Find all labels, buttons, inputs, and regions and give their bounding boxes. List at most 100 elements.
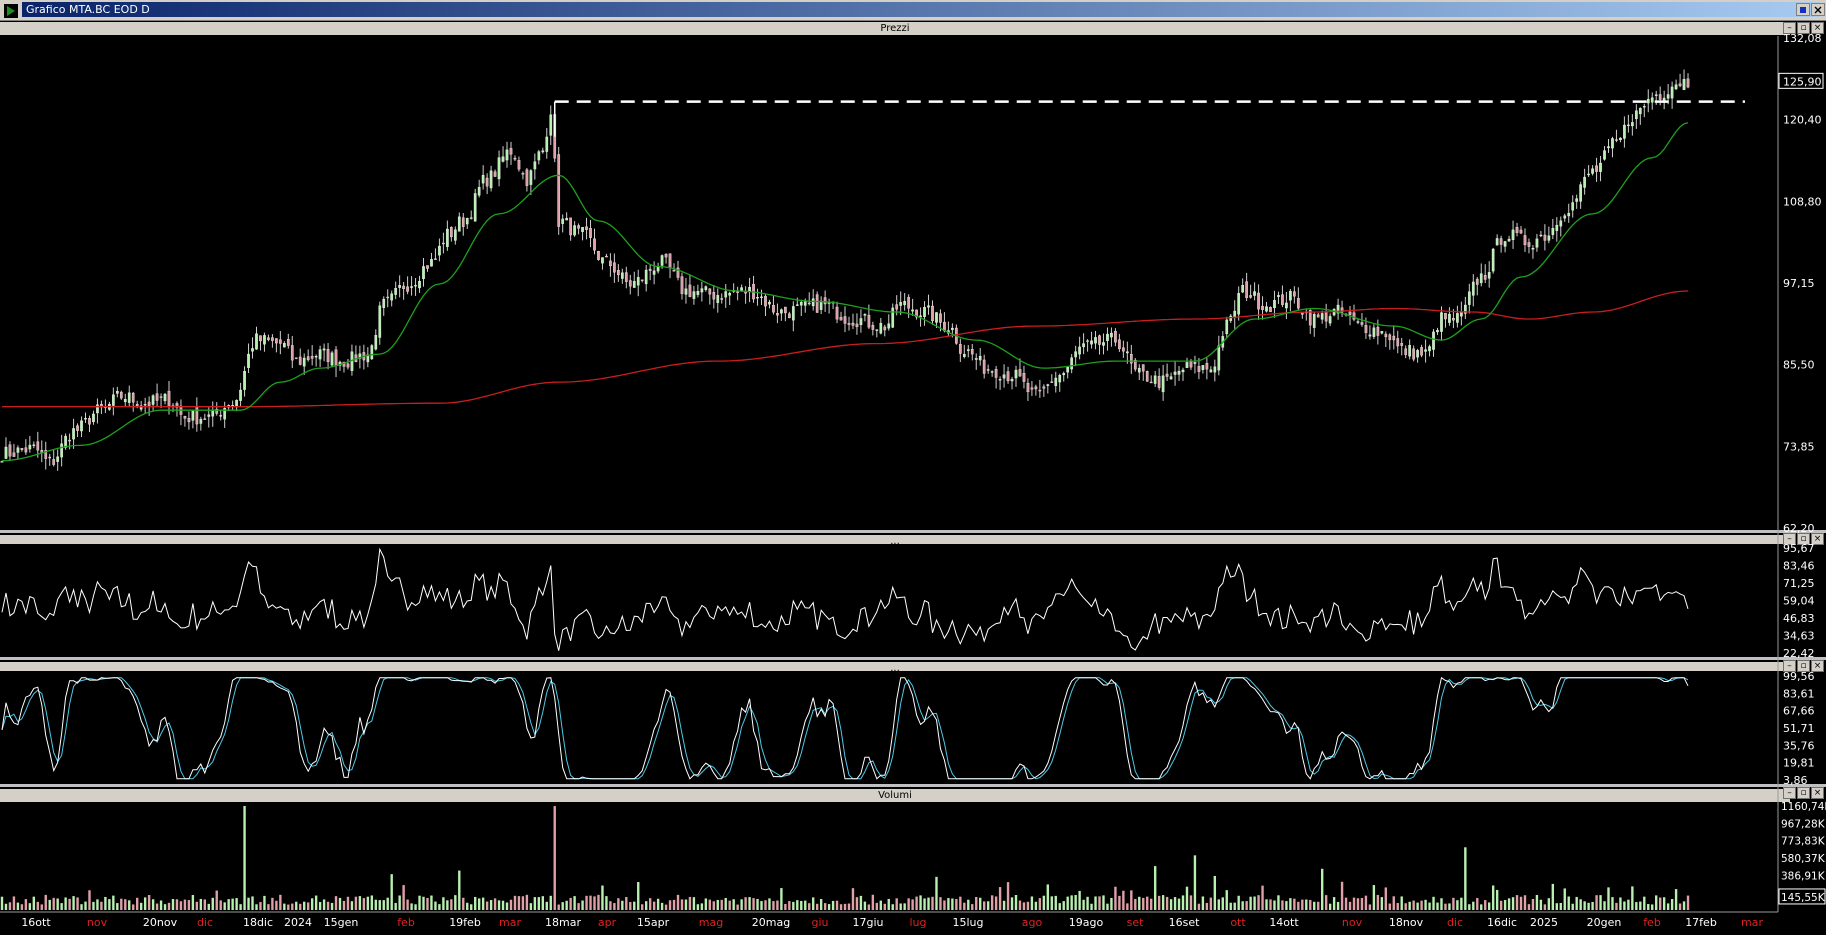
- volume-bar: [903, 903, 906, 910]
- candle-body: [155, 393, 159, 401]
- candle-body: [676, 267, 680, 278]
- volume-bar: [1519, 896, 1523, 910]
- candle-body: [259, 335, 262, 342]
- pane-restore-button[interactable]: ▫: [1797, 533, 1810, 545]
- volume-bar: [1392, 896, 1395, 910]
- pane-restore-button[interactable]: ▫: [1797, 22, 1810, 34]
- volume-bar: [1293, 898, 1296, 910]
- volume-bar: [1539, 899, 1543, 910]
- volume-bar: [1094, 896, 1097, 910]
- candle-body: [644, 269, 648, 285]
- candle-body: [1102, 342, 1105, 346]
- volume-bar: [60, 903, 63, 910]
- volume-bar: [1169, 899, 1173, 910]
- volume-bar: [505, 902, 509, 910]
- candle-body: [1440, 312, 1443, 332]
- candle-body: [784, 306, 787, 314]
- pane-minimize-button[interactable]: –: [1783, 533, 1796, 545]
- candle-body: [215, 408, 219, 414]
- volume-bar: [1102, 895, 1105, 910]
- volume-bar: [446, 900, 449, 910]
- candle-body: [306, 356, 310, 361]
- candle-body: [648, 268, 652, 271]
- volume-bar: [847, 903, 851, 910]
- candle-body: [465, 218, 469, 225]
- volume-pane[interactable]: 1160,74K 967,28K 773,83K 580,37K 386,91K 145,…: [0, 801, 1826, 910]
- volume-bar: [668, 900, 672, 910]
- candle-body: [915, 309, 918, 318]
- volume-bar: [247, 897, 250, 910]
- candle-body: [1122, 347, 1125, 352]
- pane-restore-button[interactable]: ▫: [1797, 787, 1810, 799]
- candle-body: [716, 295, 720, 303]
- candle-body: [573, 225, 576, 236]
- volume-bar: [982, 901, 986, 910]
- volume-bar: [863, 901, 867, 910]
- candle-body: [1312, 314, 1316, 328]
- candle-body: [123, 399, 127, 403]
- volume-bar: [513, 895, 517, 910]
- x-axis-label: 14ott: [1269, 916, 1299, 929]
- candle-body: [1487, 272, 1491, 279]
- volume-bar: [1436, 902, 1439, 910]
- candle-body: [426, 265, 429, 269]
- volume-bar: [1022, 902, 1026, 910]
- candle-body: [32, 444, 36, 446]
- candle-body: [1141, 364, 1145, 372]
- volume-bar: [1213, 875, 1217, 910]
- candle-body: [1432, 331, 1435, 350]
- candle-body: [1368, 334, 1372, 337]
- volume-bar: [231, 898, 234, 910]
- candle-body: [370, 345, 374, 360]
- candle-body: [76, 425, 79, 431]
- minimize-button[interactable]: [1796, 3, 1810, 16]
- candle-body: [1444, 312, 1447, 320]
- rsi-pane[interactable]: 95,67 83,46 71,25 59,04 46,83 34,63 22,42: [1, 542, 1815, 660]
- pane-close-button[interactable]: ×: [1811, 22, 1824, 34]
- candle-body: [1463, 304, 1467, 314]
- volume-bar: [28, 903, 32, 910]
- candle-body: [442, 242, 445, 245]
- pane-divider[interactable]: [0, 530, 1826, 533]
- pane-divider[interactable]: [0, 784, 1826, 787]
- volume-bar: [1480, 904, 1483, 910]
- candle-body: [477, 187, 481, 196]
- candle-body: [819, 300, 823, 310]
- pane-divider[interactable]: [0, 657, 1826, 660]
- pane-close-button[interactable]: ×: [1811, 533, 1824, 545]
- candle-body: [358, 353, 362, 359]
- pane-minimize-button[interactable]: –: [1783, 22, 1796, 34]
- candle-body: [127, 392, 131, 403]
- volume-bar: [159, 900, 163, 910]
- volume-bar: [223, 902, 226, 910]
- x-axis-label: nov: [87, 916, 108, 929]
- candle-body: [1607, 146, 1610, 149]
- pane-close-button[interactable]: ×: [1811, 787, 1824, 799]
- candle-body: [322, 348, 326, 351]
- volume-bar: [760, 901, 763, 910]
- price-pane[interactable]: 132,08 120,40 108,80 97,15 85,50 73,85 62,20 12…: [0, 32, 1824, 535]
- pane-restore-button[interactable]: ▫: [1797, 660, 1810, 672]
- candle-body: [1452, 318, 1455, 321]
- candle-body: [175, 403, 179, 408]
- pane-minimize-button[interactable]: –: [1783, 660, 1796, 672]
- volume-bar: [1476, 897, 1479, 910]
- candle-body: [1145, 371, 1149, 382]
- rsi-y-tick-label: 34,63: [1783, 630, 1815, 643]
- pane-minimize-button[interactable]: –: [1783, 787, 1796, 799]
- volume-bar: [819, 899, 823, 910]
- volume-bar: [764, 900, 767, 910]
- candle-body: [1026, 382, 1030, 393]
- candle-body: [1631, 122, 1634, 127]
- pane-close-button[interactable]: ×: [1811, 660, 1824, 672]
- stoch-pane[interactable]: 99,56 83,61 67,66 51,71 35,76 19,81 3,86: [1, 670, 1815, 787]
- volume-bar: [756, 898, 759, 910]
- candle-body: [1241, 285, 1245, 293]
- close-button[interactable]: [1811, 3, 1825, 16]
- x-axis-label: 2025: [1530, 916, 1558, 929]
- volume-bar: [1328, 903, 1332, 910]
- candle-body: [143, 404, 147, 406]
- volume-bar: [1165, 896, 1169, 910]
- candle-body: [1277, 295, 1280, 297]
- candle-body: [1046, 384, 1050, 386]
